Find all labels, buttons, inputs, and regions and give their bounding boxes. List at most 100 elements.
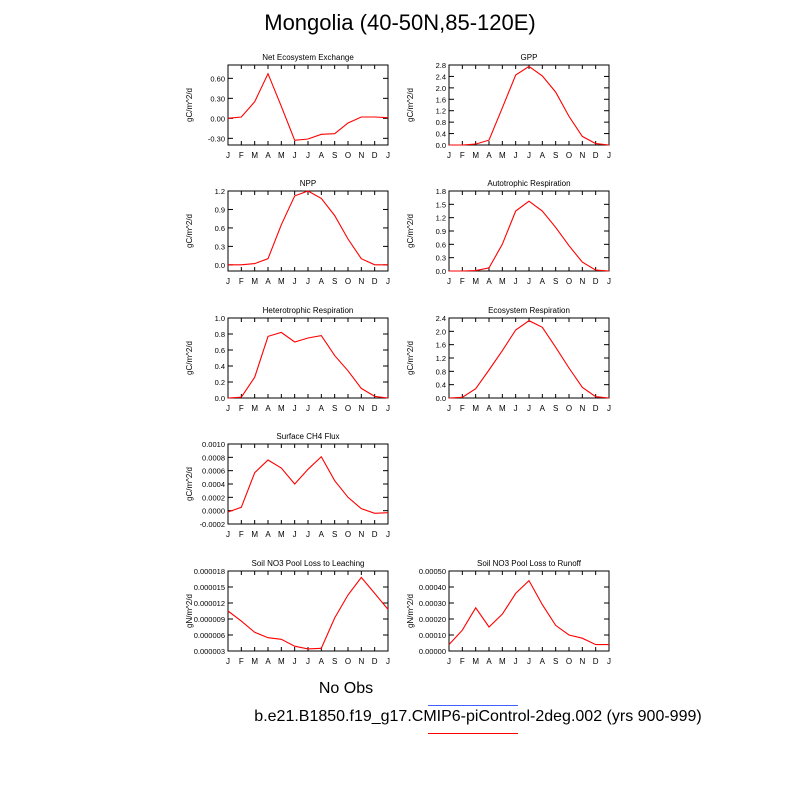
chart-7-series-line — [227, 455, 389, 514]
chart-3-xtick-label: M — [251, 277, 258, 286]
chart-7-xtick-label: M — [278, 530, 285, 539]
chart-4-xtick-label: J — [514, 277, 518, 286]
chart-7-ylabel: gC/m^2/d — [185, 467, 194, 501]
chart-9-xtick-label: M — [499, 657, 506, 666]
chart-6-ytick-label: 1.2 — [436, 354, 446, 363]
chart-7-xtick-label: D — [372, 530, 378, 539]
chart-2-xtick-label: A — [486, 151, 492, 160]
chart-1-xtick-label: J — [386, 151, 390, 160]
chart-2-ytick-label: 0.8 — [436, 118, 446, 127]
page-title: Mongolia (40-50N,85-120E) — [264, 10, 536, 35]
chart-1-ytick-label: 0.00 — [210, 114, 225, 123]
chart-3-xtick-label: A — [319, 277, 325, 286]
chart-2-xtick-label: F — [460, 151, 465, 160]
chart-5-xtick-label: A — [319, 404, 325, 413]
chart-2-xtick-label: J — [527, 151, 531, 160]
chart-1-xtick-label: M — [251, 151, 258, 160]
chart-6-xtick-label: J — [527, 404, 531, 413]
chart-6-xtick-label: J — [447, 404, 451, 413]
chart-5-xtick-label: F — [239, 404, 244, 413]
chart-3-xtick-label: J — [306, 277, 310, 286]
chart-4-xtick-label: J — [447, 277, 451, 286]
chart-4-ytick-label: 1.8 — [436, 187, 446, 196]
chart-7-ytick-label: 0.0008 — [202, 453, 225, 462]
chart-5-series-line — [227, 331, 389, 399]
chart-6-ytick-label: 0.4 — [436, 381, 446, 390]
chart-5-title: Heterotrophic Respiration — [263, 306, 354, 315]
chart-2-frame — [448, 64, 610, 146]
chart-8-ytick-label: 0.000012 — [194, 599, 225, 608]
chart-9-ytick-label: 0.00010 — [419, 631, 446, 640]
chart-9-xtick-label: M — [472, 657, 479, 666]
chart-4-xtick-label: M — [472, 277, 479, 286]
chart-8-title: Soil NO3 Pool Loss to Leaching — [252, 559, 365, 568]
chart-6-xtick-label: J — [607, 404, 611, 413]
chart-9-xtick-label: J — [447, 657, 451, 666]
chart-8-ytick-label: 0.000015 — [194, 583, 225, 592]
chart-2-series-line — [449, 65, 610, 146]
chart-5-xtick-label: A — [265, 404, 271, 413]
chart-3-series-line — [228, 190, 388, 266]
chart-7-xtick-label: A — [319, 530, 325, 539]
chart-7-xtick-label: J — [306, 530, 310, 539]
chart-5-xtick-label: J — [386, 404, 390, 413]
chart-9-ytick-label: 0.00020 — [419, 615, 446, 624]
chart-6-ytick-label: 2.4 — [436, 314, 446, 323]
chart-3-title: NPP — [300, 179, 316, 188]
chart-4-xtick-label: J — [607, 277, 611, 286]
chart-3-xtick-label: F — [239, 277, 244, 286]
chart-9-xtick-label: J — [527, 657, 531, 666]
chart-6-xtick-label: O — [566, 404, 572, 413]
chart-4-ytick-label: 1.2 — [436, 214, 446, 223]
chart-1-xtick-label: A — [265, 151, 271, 160]
chart-5-ytick-label: 0.0 — [215, 394, 225, 403]
chart-4-xtick-label: A — [486, 277, 492, 286]
chart-6-xtick-label: S — [553, 404, 558, 413]
chart-4-xtick-label: S — [553, 277, 558, 286]
chart-3-xtick-label: M — [278, 277, 285, 286]
chart-4-ytick-label: 0.9 — [436, 227, 446, 236]
chart-2-xtick-label: M — [472, 151, 479, 160]
chart-3-frame — [227, 190, 389, 272]
chart-2-ytick-label: 2.4 — [436, 72, 446, 81]
chart-4-ytick-label: 0.0 — [436, 267, 446, 276]
chart-7-ytick-label: 0.0000 — [202, 507, 225, 516]
chart-7-frame — [227, 443, 389, 525]
chart-6-xtick-label: M — [472, 404, 479, 413]
chart-3-xtick-label: J — [226, 277, 230, 286]
chart-7-xtick-label: A — [265, 530, 271, 539]
chart-5-ytick-label: 1.0 — [215, 314, 225, 323]
chart-7-title: Surface CH4 Flux — [276, 432, 339, 441]
chart-3-xtick-label: J — [386, 277, 390, 286]
chart-4-xtick-label: M — [499, 277, 506, 286]
chart-8-xtick-label: J — [293, 657, 297, 666]
chart-2-xtick-label: S — [553, 151, 558, 160]
chart-1-xtick-label: D — [372, 151, 378, 160]
chart-8-series-line — [227, 576, 389, 650]
chart-1-xtick-label: O — [345, 151, 351, 160]
chart-6-ylabel: gC/m^2/d — [406, 341, 415, 375]
chart-8-xtick-label: S — [332, 657, 337, 666]
chart-5-xtick-label: S — [332, 404, 337, 413]
chart-5-xtick-label: M — [251, 404, 258, 413]
chart-2-ytick-label: 2.0 — [436, 84, 446, 93]
chart-8-xtick-label: A — [319, 657, 325, 666]
chart-2-xtick-label: N — [579, 151, 585, 160]
chart-3-xtick-label: O — [345, 277, 351, 286]
chart-8-xtick-label: J — [226, 657, 230, 666]
chart-9-xtick-label: J — [514, 657, 518, 666]
chart-5-ytick-label: 0.8 — [215, 330, 225, 339]
chart-2-xtick-label: J — [514, 151, 518, 160]
chart-7-xtick-label: J — [386, 530, 390, 539]
chart-9-xtick-label: A — [540, 657, 546, 666]
chart-8-ytick-label: 0.000006 — [194, 631, 225, 640]
chart-8-xtick-label: D — [372, 657, 378, 666]
chart-2-xtick-label: O — [566, 151, 572, 160]
chart-7-ytick-label: 0.0010 — [202, 440, 225, 449]
chart-8-xtick-label: J — [386, 657, 390, 666]
chart-3-ytick-label: 1.2 — [215, 187, 225, 196]
chart-6-xtick-label: N — [579, 404, 585, 413]
chart-9-title: Soil NO3 Pool Loss to Runoff — [477, 559, 582, 568]
chart-6-xtick-label: A — [486, 404, 492, 413]
chart-7-xtick-label: M — [251, 530, 258, 539]
